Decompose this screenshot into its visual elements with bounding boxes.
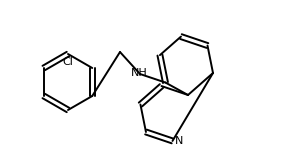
Text: N: N (175, 136, 183, 146)
Text: Cl: Cl (62, 57, 73, 67)
Text: NH: NH (131, 68, 148, 78)
